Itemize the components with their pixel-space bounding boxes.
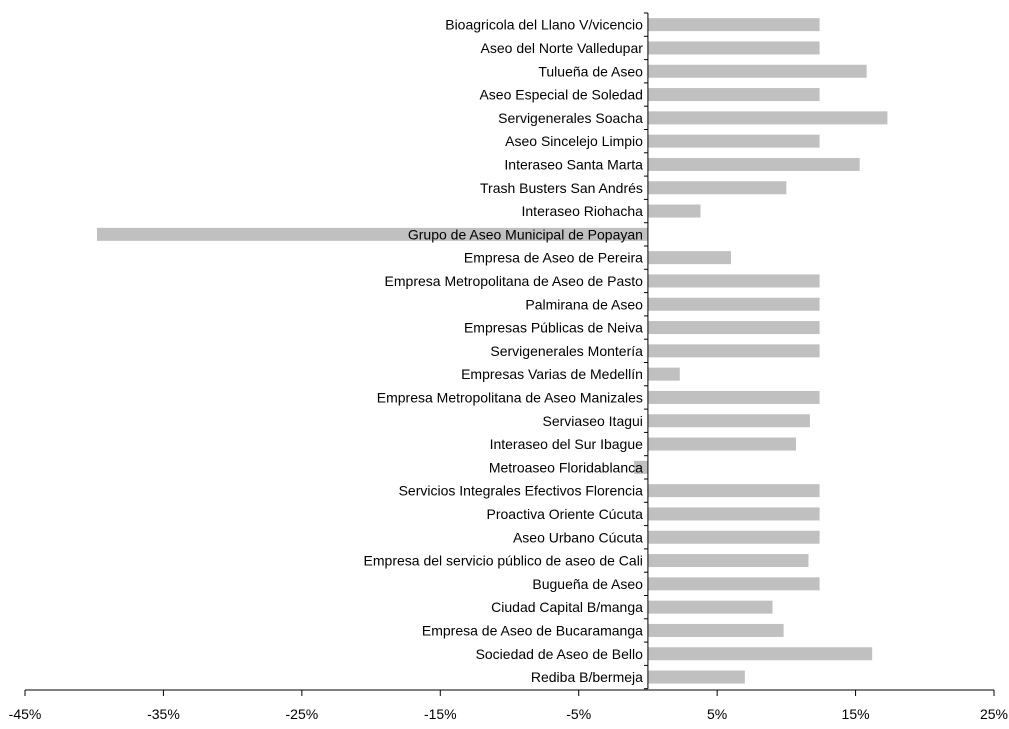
bars-group	[96, 18, 888, 684]
category-label: Empresa de Aseo de Bucaramanga	[422, 622, 643, 638]
bar	[647, 204, 701, 218]
value-tick-label: -35%	[147, 706, 180, 722]
bar	[647, 321, 820, 335]
bar	[647, 390, 820, 404]
category-label: Sociedad de Aseo de Bello	[476, 646, 644, 662]
bar	[647, 623, 784, 637]
bar	[647, 367, 680, 381]
bar	[647, 157, 860, 171]
bar	[647, 111, 888, 125]
bar	[647, 414, 810, 428]
category-label: Empresa de Aseo de Pereira	[464, 250, 643, 266]
bar	[647, 670, 745, 684]
value-tick-label: -25%	[286, 706, 319, 722]
bar	[647, 297, 820, 311]
category-label: Empresas Públicas de Neiva	[464, 320, 643, 336]
bar	[647, 344, 820, 358]
bar	[647, 554, 809, 568]
category-label: Empresa del servicio público de aseo de …	[364, 553, 643, 569]
bar	[647, 134, 820, 148]
category-label: Metroaseo Floridablanca	[489, 459, 643, 475]
category-label: Palmirana de Aseo	[525, 296, 643, 312]
category-label: Servigenerales Montería	[490, 343, 643, 359]
category-label: Empresa Metropolitana de Aseo Manizales	[377, 389, 643, 405]
category-label: Ciudad Capital B/manga	[491, 599, 643, 615]
category-label: Interaseo del Sur Ibague	[490, 436, 644, 452]
bar	[647, 181, 787, 195]
bar	[647, 600, 773, 614]
category-label: Servicios Integrales Efectivos Florencia	[399, 483, 644, 499]
bar	[647, 484, 820, 498]
bar	[96, 227, 648, 241]
category-label: Proactiva Oriente Cúcuta	[487, 506, 644, 522]
category-label: Aseo Sincelejo Limpio	[505, 133, 643, 149]
value-tick-label: 25%	[980, 706, 1008, 722]
value-tick-label: 15%	[842, 706, 870, 722]
bar	[647, 530, 820, 544]
bar	[647, 41, 820, 55]
category-label: Serviaseo Itagui	[543, 413, 643, 429]
bar	[634, 460, 648, 474]
category-label: Interaseo Santa Marta	[504, 156, 643, 172]
bar	[647, 18, 820, 32]
category-labels-group: Bioagricola del Llano V/vicencio Aseo del…	[364, 17, 644, 685]
category-label: Aseo Especial de Soledad	[479, 87, 642, 103]
bar	[647, 88, 820, 102]
bar	[647, 274, 820, 288]
category-label: Empresa Metropolitana de Aseo de Pasto	[385, 273, 644, 289]
bar	[647, 437, 797, 451]
bar	[647, 507, 820, 521]
category-label: Rediba B/bermeja	[531, 669, 643, 685]
axes-group: -45% -35% -25% -15% -5% 5% 15% 25%	[9, 12, 1008, 722]
category-label: Aseo Urbano Cúcuta	[513, 529, 643, 545]
category-label: Empresas Varias de Medellín	[461, 366, 643, 382]
bar	[647, 251, 731, 265]
value-tick-label: -5%	[566, 706, 591, 722]
category-label: Aseo del Norte Valledupar	[481, 40, 644, 56]
bar	[647, 577, 820, 591]
value-tick-label: 5%	[707, 706, 727, 722]
bar	[647, 64, 867, 78]
category-label: Tulueña de Aseo	[538, 63, 643, 79]
bar	[647, 647, 873, 661]
category-label: Servigenerales Soacha	[498, 110, 643, 126]
category-label: Trash Busters San Andrés	[480, 180, 643, 196]
category-label: Grupo de Aseo Municipal de Popayan	[408, 226, 643, 242]
value-tick-label: -15%	[424, 706, 457, 722]
category-label: Bugueña de Aseo	[532, 576, 643, 592]
category-label: Bioagricola del Llano V/vicencio	[445, 17, 643, 33]
value-tick-label: -45%	[9, 706, 42, 722]
category-label: Interaseo Riohacha	[522, 203, 644, 219]
